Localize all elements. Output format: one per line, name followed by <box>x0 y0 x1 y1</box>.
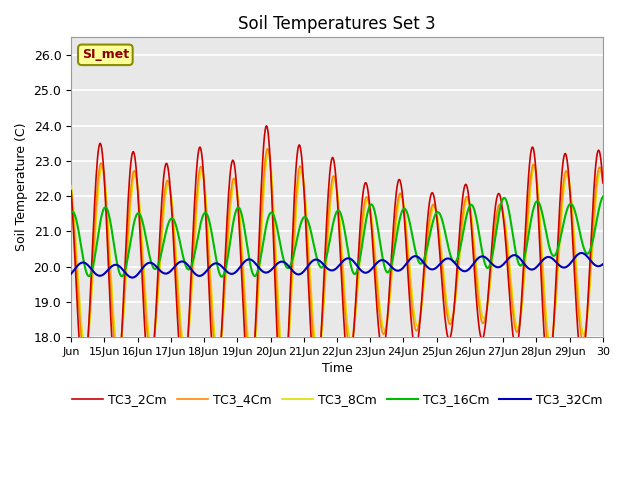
TC3_8Cm <box>265 150 273 156</box>
TC3_2Cm <box>275 361 282 367</box>
TC3_4Cm <box>254 290 262 296</box>
TC3_4Cm <box>599 180 607 186</box>
Title: Soil Temperatures Set 3: Soil Temperatures Set 3 <box>238 15 436 33</box>
TC3_4Cm <box>280 376 288 382</box>
TC3_32Cm <box>228 271 236 277</box>
TC3_8Cm <box>281 369 289 375</box>
TC3_16Cm <box>275 232 282 238</box>
TC3_32Cm <box>131 274 138 280</box>
TC3_8Cm <box>67 183 75 189</box>
TC3_16Cm <box>67 210 75 216</box>
TC3_16Cm <box>422 249 430 255</box>
TC3_32Cm <box>67 271 75 276</box>
TC3_16Cm <box>218 274 225 280</box>
TC3_2Cm <box>423 226 431 231</box>
TC3_16Cm <box>130 222 138 228</box>
TC3_16Cm <box>228 227 236 233</box>
TC3_4Cm <box>264 146 271 152</box>
Y-axis label: Soil Temperature (C): Soil Temperature (C) <box>15 123 28 252</box>
Line: TC3_2Cm: TC3_2Cm <box>71 126 603 406</box>
TC3_32Cm <box>577 250 585 256</box>
TC3_16Cm <box>255 266 262 272</box>
TC3_4Cm <box>423 241 431 247</box>
TC3_16Cm <box>392 235 400 241</box>
TC3_8Cm <box>599 175 607 180</box>
TC3_32Cm <box>392 267 400 273</box>
TC3_8Cm <box>275 302 282 308</box>
TC3_2Cm <box>599 180 607 186</box>
TC3_4Cm <box>275 324 282 330</box>
TC3_8Cm <box>254 306 262 312</box>
TC3_2Cm <box>393 184 401 190</box>
TC3_4Cm <box>227 186 235 192</box>
TC3_4Cm <box>393 204 401 209</box>
Text: SI_met: SI_met <box>82 48 129 61</box>
TC3_2Cm <box>67 188 75 193</box>
TC3_2Cm <box>279 403 287 409</box>
TC3_32Cm <box>422 263 430 269</box>
X-axis label: Time: Time <box>322 362 353 375</box>
TC3_8Cm <box>227 197 235 203</box>
Line: TC3_16Cm: TC3_16Cm <box>71 197 603 277</box>
Legend: TC3_2Cm, TC3_4Cm, TC3_8Cm, TC3_16Cm, TC3_32Cm: TC3_2Cm, TC3_4Cm, TC3_8Cm, TC3_16Cm, TC3… <box>67 388 607 411</box>
TC3_8Cm <box>423 252 431 258</box>
Line: TC3_4Cm: TC3_4Cm <box>71 149 603 379</box>
Line: TC3_32Cm: TC3_32Cm <box>71 253 603 277</box>
TC3_2Cm <box>263 123 271 129</box>
TC3_2Cm <box>254 273 262 278</box>
TC3_32Cm <box>255 264 262 270</box>
TC3_32Cm <box>275 260 282 266</box>
TC3_8Cm <box>130 176 138 182</box>
TC3_2Cm <box>130 149 138 155</box>
TC3_4Cm <box>67 188 75 194</box>
TC3_2Cm <box>227 162 235 168</box>
TC3_16Cm <box>599 194 607 200</box>
Line: TC3_8Cm: TC3_8Cm <box>71 153 603 372</box>
TC3_4Cm <box>130 168 138 174</box>
TC3_32Cm <box>599 261 607 267</box>
TC3_8Cm <box>393 214 401 219</box>
TC3_32Cm <box>128 275 136 280</box>
